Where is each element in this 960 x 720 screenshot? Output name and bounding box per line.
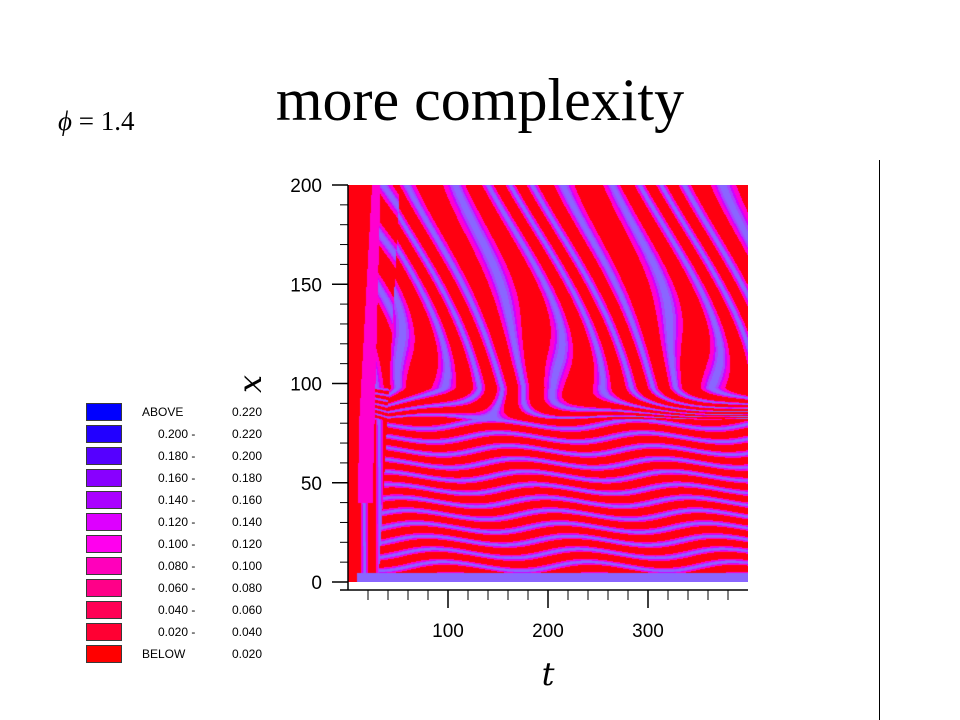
- legend-swatch: [86, 557, 122, 575]
- legend-range-low: 0.140 -: [158, 493, 196, 507]
- legend-swatch: [86, 601, 122, 619]
- legend-item: 0.020 - 0.040: [86, 621, 286, 643]
- legend-range-high: 0.180: [232, 471, 263, 485]
- legend-swatch: [86, 403, 122, 421]
- legend-range-high: 0.060: [232, 603, 263, 617]
- legend-swatch: [86, 447, 122, 465]
- legend-range-low: 0.100 -: [158, 537, 196, 551]
- legend-range-low: 0.160 -: [158, 471, 196, 485]
- legend-item: 0.120 - 0.140: [86, 511, 286, 533]
- heatmap-raster: [348, 185, 748, 582]
- y-tick-label: 200: [290, 176, 322, 197]
- legend-range-low: ABOVE: [142, 405, 184, 419]
- legend-range-low: 0.120 -: [158, 515, 196, 529]
- legend-item: 0.100 - 0.120: [86, 533, 286, 555]
- legend-range-high: 0.040: [232, 625, 263, 639]
- legend-range-high: 0.220: [232, 405, 263, 419]
- legend-range-high: 0.160: [232, 493, 263, 507]
- legend-range-high: 0.200: [232, 449, 263, 463]
- x-tick-label: 200: [532, 621, 564, 642]
- x-axis-label: t: [542, 655, 555, 693]
- legend-range-low: 0.080 -: [158, 559, 196, 573]
- legend-range-low: 0.180 -: [158, 449, 196, 463]
- phi-symbol: ϕ: [58, 106, 72, 136]
- legend-item: 0.060 - 0.080: [86, 577, 286, 599]
- legend-range-low: 0.060 -: [158, 581, 196, 595]
- legend-swatch: [86, 579, 122, 597]
- legend-item: ABOVE 0.220: [86, 401, 286, 423]
- legend-item: BELOW 0.020: [86, 643, 286, 665]
- legend-range-high: 0.140: [232, 515, 263, 529]
- phi-parameter-label: ϕ = 1.4: [58, 104, 134, 138]
- legend-range-high: 0.020: [232, 647, 263, 661]
- legend-item: 0.160 - 0.180: [86, 467, 286, 489]
- x-tick-label: 300: [632, 621, 664, 642]
- y-tick-label: 0: [311, 573, 322, 594]
- phi-value: = 1.4: [71, 106, 135, 136]
- legend-swatch: [86, 535, 122, 553]
- legend-item: 0.180 - 0.200: [86, 445, 286, 467]
- vertical-divider: [879, 160, 880, 720]
- legend-swatch: [86, 623, 122, 641]
- legend-swatch: [86, 425, 122, 443]
- legend-swatch: [86, 513, 122, 531]
- legend-range-high: 0.220: [232, 427, 263, 441]
- legend-item: 0.080 - 0.100: [86, 555, 286, 577]
- y-axis-label: x: [231, 375, 269, 393]
- legend-range-high: 0.100: [232, 559, 263, 573]
- legend-item: 0.200 - 0.220: [86, 423, 286, 445]
- legend-swatch: [86, 491, 122, 509]
- x-tick-label: 100: [432, 621, 464, 642]
- legend-item: 0.040 - 0.060: [86, 599, 286, 621]
- legend-range-low: BELOW: [142, 647, 186, 661]
- legend-range-high: 0.120: [232, 537, 263, 551]
- y-tick-label: 50: [301, 474, 322, 495]
- y-tick-label: 100: [290, 375, 322, 396]
- legend-range-low: 0.020 -: [158, 625, 196, 639]
- legend-swatch: [86, 469, 122, 487]
- legend-swatch: [86, 645, 122, 663]
- legend-range-high: 0.080: [232, 581, 263, 595]
- legend-item: 0.140 - 0.160: [86, 489, 286, 511]
- y-tick-label: 150: [290, 275, 322, 296]
- legend-range-low: 0.200 -: [158, 427, 196, 441]
- slide-title: more complexity: [275, 67, 685, 133]
- legend-range-low: 0.040 -: [158, 603, 196, 617]
